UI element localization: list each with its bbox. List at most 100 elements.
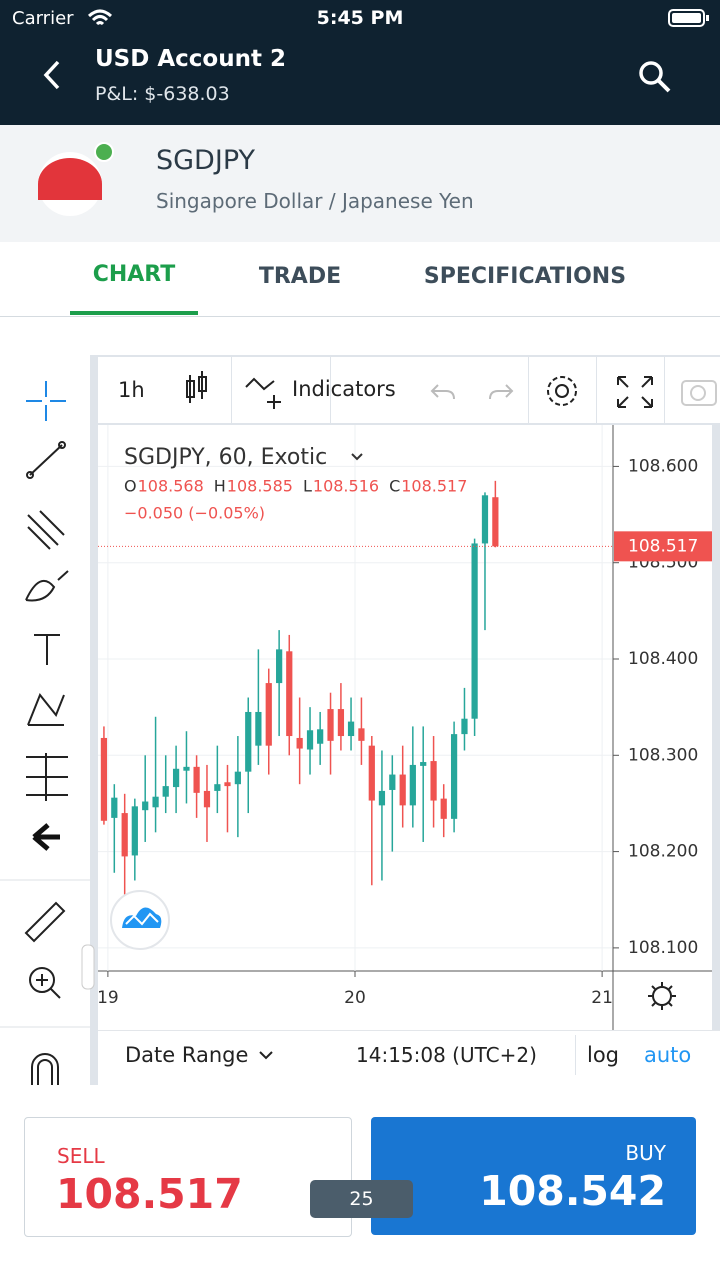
indicators[interactable]: Indicators bbox=[292, 377, 396, 401]
legend-label: H bbox=[214, 477, 226, 496]
candle-body bbox=[245, 711, 252, 772]
instrument-name: Singapore Dollar / Japanese Yen bbox=[156, 189, 474, 213]
y-tick-label: 108.400 bbox=[628, 649, 698, 669]
logo-icon bbox=[122, 907, 162, 928]
candle-body bbox=[214, 784, 221, 791]
search-button[interactable] bbox=[636, 58, 676, 98]
candle-body bbox=[172, 768, 180, 788]
date-range[interactable]: Date Range bbox=[125, 1043, 249, 1067]
log-toggle[interactable]: log bbox=[587, 1043, 620, 1067]
carrier: Carrier bbox=[12, 8, 74, 29]
buy-label: BUY bbox=[625, 1141, 666, 1165]
candle-body bbox=[317, 729, 324, 744]
candle-body bbox=[224, 782, 231, 787]
chart: SGDJPY, 60, Exotic −0.050 (−0.05%) 108.1… bbox=[81, 425, 712, 1030]
candle-body bbox=[327, 709, 334, 741]
sell-button[interactable]: SELL 108.517 bbox=[24, 1117, 352, 1237]
candle-body bbox=[306, 730, 314, 750]
y-tick-label: 108.100 bbox=[628, 938, 698, 958]
plot-background bbox=[98, 425, 712, 1030]
sell-label: SELL bbox=[57, 1144, 105, 1168]
x-tick-label: 20 bbox=[344, 988, 366, 1008]
settings-icon[interactable] bbox=[652, 986, 672, 1006]
symbol: SGDJPY bbox=[156, 145, 255, 176]
legend-value: 108.585 bbox=[227, 477, 293, 496]
candle-body bbox=[162, 786, 169, 797]
y-tick-label: 108.600 bbox=[628, 456, 698, 476]
account-title: USD Account 2 bbox=[95, 46, 286, 72]
x-tick-label: 19 bbox=[97, 988, 119, 1008]
candle-body bbox=[347, 721, 355, 737]
tab[interactable]: SPECIFICATIONS bbox=[423, 264, 627, 289]
candle-body bbox=[203, 790, 211, 808]
wifi-icon bbox=[87, 9, 113, 26]
candle-body bbox=[183, 766, 190, 771]
candle-body bbox=[399, 774, 406, 806]
pnl: P&L: $-638.03 bbox=[95, 83, 230, 105]
candle-body bbox=[296, 737, 303, 749]
candle-body bbox=[265, 683, 272, 746]
instrument-bar: SGDJPY Singapore Dollar / Japanese Yen bbox=[0, 125, 720, 242]
candle-body bbox=[358, 728, 365, 741]
candle-body bbox=[100, 737, 108, 821]
buy-price: 108.542 bbox=[479, 1167, 666, 1215]
legend-value: 108.517 bbox=[401, 477, 467, 496]
candle-body bbox=[378, 790, 386, 806]
candle-body bbox=[131, 806, 138, 856]
interval[interactable]: 1h bbox=[118, 378, 145, 402]
candle-body bbox=[450, 734, 458, 819]
tab-bar: CHART TRADE SPECIFICATIONS bbox=[0, 242, 720, 317]
legend-label: L bbox=[303, 477, 312, 496]
battery-icon bbox=[668, 9, 709, 27]
last-price-box bbox=[614, 531, 712, 562]
clock-time: 14:15:08 (UTC+2) bbox=[356, 1043, 537, 1067]
candle-body bbox=[481, 495, 489, 544]
candle-body bbox=[420, 762, 427, 766]
candle-body bbox=[409, 764, 416, 806]
candle-body bbox=[111, 797, 118, 818]
y-tick-label: 108.300 bbox=[628, 745, 698, 765]
auto-toggle[interactable]: auto bbox=[644, 1043, 692, 1067]
candle-body bbox=[471, 543, 478, 719]
legend-title: SGDJPY, 60, Exotic bbox=[124, 445, 327, 470]
candle-body bbox=[337, 709, 345, 737]
candle-body bbox=[121, 813, 128, 857]
back-button[interactable] bbox=[38, 58, 68, 92]
candle-icon[interactable] bbox=[182, 371, 212, 409]
indicators-icon[interactable] bbox=[244, 375, 286, 409]
drawing-toolbar bbox=[0, 381, 90, 1085]
candle-body bbox=[255, 711, 262, 746]
buy-button[interactable]: BUY 108.542 bbox=[371, 1117, 696, 1235]
tab[interactable]: TRADE bbox=[258, 264, 342, 289]
tab[interactable]: CHART bbox=[92, 262, 176, 287]
candle-body bbox=[276, 649, 283, 684]
collapse-handle[interactable] bbox=[81, 944, 95, 990]
tab-indicator bbox=[70, 311, 198, 315]
chart-toolbar: 1h Indicators bbox=[98, 357, 720, 423]
chart-footer: Date Range 14:15:08 (UTC+2) log auto bbox=[98, 1030, 720, 1086]
candle-body bbox=[389, 774, 396, 790]
legend-value: 108.516 bbox=[313, 477, 379, 496]
candle-body bbox=[193, 766, 200, 793]
legend-value: 108.568 bbox=[138, 477, 204, 496]
legend-label: O bbox=[124, 477, 137, 496]
candle-body bbox=[368, 745, 375, 801]
flag-icon bbox=[38, 142, 114, 216]
candle-body bbox=[430, 761, 437, 801]
spread: 25 bbox=[310, 1180, 413, 1218]
legend-change: −0.050 (−0.05%) bbox=[124, 504, 265, 523]
sell-price: 108.517 bbox=[56, 1170, 243, 1218]
candle-body bbox=[142, 801, 149, 811]
legend-label: C bbox=[389, 477, 400, 496]
candle-body bbox=[286, 651, 293, 737]
candle-body bbox=[440, 798, 447, 819]
candle-body bbox=[461, 718, 468, 735]
x-tick-label: 21 bbox=[591, 988, 613, 1008]
last-price-label: 108.517 bbox=[628, 536, 698, 556]
candle-body bbox=[234, 771, 241, 785]
y-tick-label: 108.200 bbox=[628, 842, 698, 862]
header: Carrier 5:45 PM USD Account 2 P&L: $-638… bbox=[0, 0, 720, 125]
toolbar-icons bbox=[430, 376, 717, 408]
candle-body bbox=[492, 497, 499, 547]
